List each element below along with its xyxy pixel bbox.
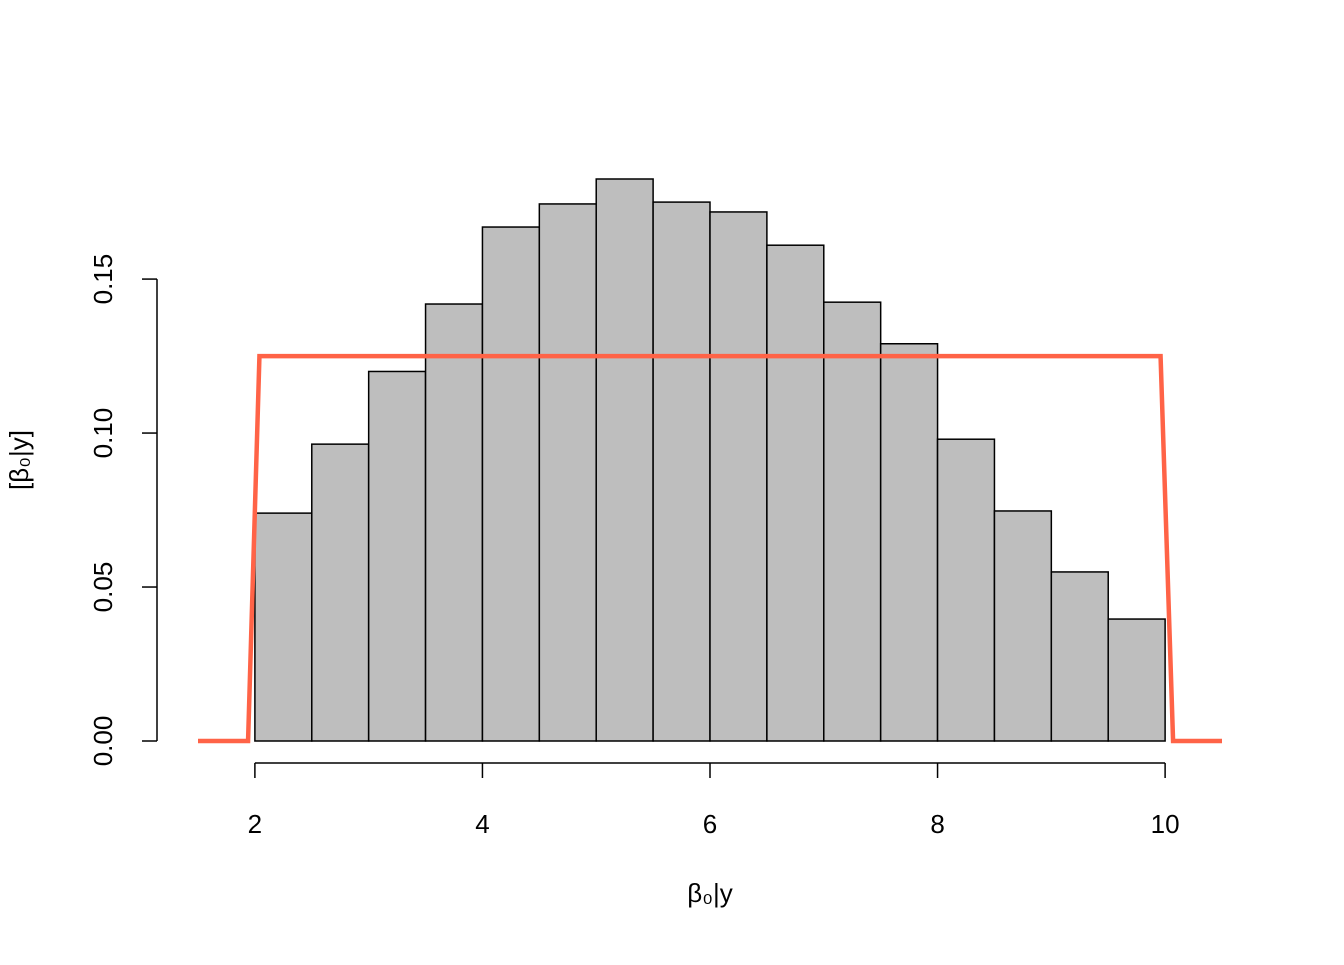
bar — [879, 343, 939, 742]
bar — [993, 510, 1053, 742]
x-tick-label: 10 — [1151, 809, 1180, 839]
bar — [481, 226, 541, 742]
bar — [936, 438, 996, 742]
x-tick-label: 6 — [703, 809, 717, 839]
x-tick-label: 2 — [248, 809, 262, 839]
bar — [1107, 618, 1166, 742]
bar — [1050, 571, 1109, 742]
bar — [311, 443, 370, 742]
bar — [367, 370, 427, 742]
density-line — [198, 353, 1222, 744]
bar — [254, 512, 313, 742]
y-tick-label: 0.15 — [88, 254, 118, 305]
x-tick-label: 8 — [930, 809, 944, 839]
bar — [709, 211, 768, 742]
x-axis-label: β₀|y — [687, 878, 733, 908]
bar — [538, 203, 597, 742]
bar — [424, 303, 484, 742]
y-axis-label: [β₀|y] — [4, 430, 34, 490]
bar — [823, 301, 882, 742]
y-tick-label: 0.10 — [88, 408, 118, 459]
y-tick-label: 0.00 — [88, 716, 118, 767]
bar — [652, 201, 711, 742]
x-tick-label: 4 — [475, 809, 489, 839]
y-tick-label: 0.05 — [88, 562, 118, 613]
bar — [595, 178, 654, 742]
bar — [766, 244, 825, 742]
